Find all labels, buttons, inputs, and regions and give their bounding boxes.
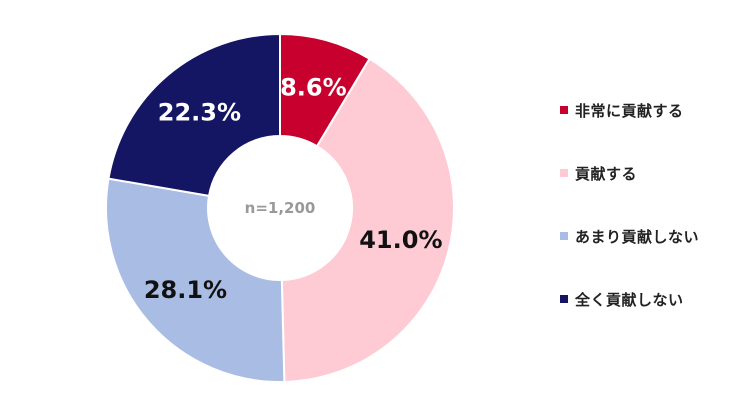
slice-value-label: 28.1% <box>144 276 227 304</box>
slice-value-label: 8.6% <box>280 74 347 102</box>
legend-label: 貢献する <box>575 164 638 183</box>
slice-value-label: 41.0% <box>359 226 442 254</box>
legend-swatch <box>560 169 568 177</box>
legend-label: あまり貢献しない <box>575 227 700 246</box>
legend: 非常に貢献する 貢献する あまり貢献しない 全く貢献しない <box>560 100 699 352</box>
legend-label: 非常に貢献する <box>575 101 684 120</box>
legend-item-contribute: 貢献する <box>560 163 699 183</box>
legend-swatch <box>560 295 568 303</box>
slice-value-label: 22.3% <box>158 98 241 126</box>
pie-slice <box>105 177 286 383</box>
legend-item-very-contribute: 非常に貢献する <box>560 100 699 120</box>
legend-item-not-much: あまり貢献しない <box>560 226 699 246</box>
center-sample-size-label: n=1,200 <box>245 199 316 217</box>
legend-swatch <box>560 106 568 114</box>
pie-slice <box>107 32 281 197</box>
legend-label: 全く貢献しない <box>575 290 684 309</box>
legend-item-not-at-all: 全く貢献しない <box>560 289 699 309</box>
pie-slice <box>280 57 455 383</box>
legend-swatch <box>560 232 568 240</box>
